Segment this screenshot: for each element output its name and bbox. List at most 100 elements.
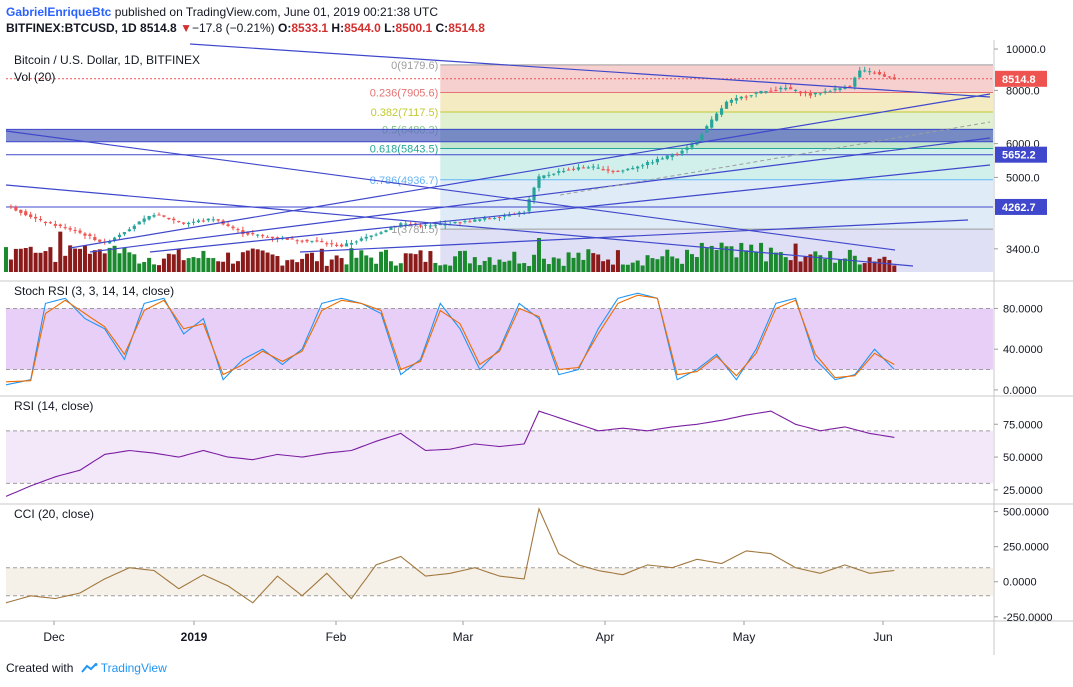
candle-body xyxy=(606,169,610,171)
candle-body xyxy=(705,126,709,133)
candle-body xyxy=(719,108,724,115)
volume-bar xyxy=(23,247,28,272)
fib-level-label: 0.786(4936.7) xyxy=(370,175,439,187)
candle-body xyxy=(315,240,319,242)
tradingview-link[interactable]: TradingView xyxy=(100,661,167,675)
candle-body xyxy=(453,221,457,224)
volume-bar xyxy=(793,243,798,272)
candle-body xyxy=(636,166,640,169)
cci-tick-label: 500.0000 xyxy=(1003,507,1049,519)
time-tick-label: Mar xyxy=(453,630,474,644)
candle-body xyxy=(478,219,482,221)
candle-body xyxy=(68,228,72,230)
main-pane-title: Bitcoin / U.S. Dollar, 1D, BITFINEX xyxy=(14,53,200,67)
volume-bar xyxy=(403,253,408,272)
candle-body xyxy=(73,229,77,231)
price-tag-label: 5652.2 xyxy=(1002,150,1036,162)
volume-bar xyxy=(744,250,749,272)
volume-bar xyxy=(680,263,685,272)
candle-body xyxy=(226,224,230,226)
candle-body xyxy=(142,218,146,222)
candle-body xyxy=(626,168,630,171)
candle-body xyxy=(675,153,679,155)
candle-body xyxy=(182,222,186,224)
volume-bar xyxy=(383,249,388,272)
volume-bar xyxy=(112,245,117,272)
price-tick-label: 8000.0 xyxy=(1006,85,1040,97)
candle-body xyxy=(428,225,433,227)
high-value: 8544.0 xyxy=(344,21,381,35)
candle-body xyxy=(715,113,719,121)
candle-body xyxy=(112,237,117,241)
candle-body xyxy=(492,217,497,219)
volume-bar xyxy=(240,252,245,272)
volume-bar xyxy=(482,260,487,272)
candle-body xyxy=(285,237,289,240)
candle-body xyxy=(552,173,556,175)
volume-bar xyxy=(324,265,329,272)
volume-bar xyxy=(882,256,887,272)
volume-bar xyxy=(675,258,680,272)
fib-level-label: 0(9179.6) xyxy=(391,60,438,72)
volume-bar xyxy=(92,250,97,272)
author-link[interactable]: GabrielEnriqueBtc xyxy=(6,5,112,19)
volume-bar xyxy=(734,257,739,272)
trend-line xyxy=(299,219,969,253)
volume-bar xyxy=(507,260,512,272)
volume-bar xyxy=(250,248,255,272)
cci-title: CCI (20, close) xyxy=(14,507,94,521)
candle-body xyxy=(774,90,778,92)
candle-body xyxy=(813,92,817,95)
volume-bar xyxy=(285,260,290,272)
candle-body xyxy=(167,217,171,220)
candle-body xyxy=(231,226,235,229)
candle-body xyxy=(265,236,270,238)
open-label: O: xyxy=(278,21,292,35)
candle-body xyxy=(186,222,191,225)
volume-bar xyxy=(467,263,472,272)
volume-bar xyxy=(838,259,843,272)
volume-bar xyxy=(211,258,216,272)
volume-bar xyxy=(73,248,78,272)
volume-bar xyxy=(724,246,729,272)
candle-body xyxy=(729,99,734,103)
candle-body xyxy=(191,221,196,223)
volume-bar xyxy=(388,261,393,272)
candle-body xyxy=(794,89,798,91)
volume-bar xyxy=(418,250,423,272)
price-tick-label: 3400.0 xyxy=(1006,244,1040,256)
candle-body xyxy=(848,86,852,88)
candle-body xyxy=(157,214,161,216)
volume-bar xyxy=(216,261,221,272)
candle-body xyxy=(433,224,437,226)
fib-level-label: 0.618(5843.5) xyxy=(370,144,439,156)
volume-bar xyxy=(818,255,823,272)
symbol-label: BITFINEX:BTCUSD, 1D xyxy=(6,21,137,35)
candle-body xyxy=(98,239,102,242)
candle-body xyxy=(527,199,531,212)
time-tick-label: May xyxy=(733,630,756,644)
volume-bar xyxy=(872,261,877,272)
candle-body xyxy=(685,147,689,150)
volume-bar xyxy=(171,254,176,272)
last-price: 8514.8 xyxy=(140,21,177,35)
volume-bar xyxy=(803,256,808,272)
cci-tick-label: -250.0000 xyxy=(1003,612,1053,624)
candle-body xyxy=(507,215,511,217)
volume-bar xyxy=(571,257,576,272)
fib-level-label: 0.236(7905.6) xyxy=(370,88,439,100)
volume-bar xyxy=(615,250,620,272)
cci-tick-label: 0.0000 xyxy=(1003,577,1037,589)
candle-body xyxy=(88,234,92,237)
candle-body xyxy=(843,87,847,89)
volume-bar xyxy=(122,247,127,272)
candle-body xyxy=(127,229,131,232)
volume-bar xyxy=(166,253,171,272)
volume-bar xyxy=(156,265,161,272)
volume-bar xyxy=(685,249,690,272)
candle-body xyxy=(9,206,13,208)
volume-bar xyxy=(586,249,591,272)
volume-bar xyxy=(719,242,724,272)
candle-body xyxy=(305,239,309,242)
